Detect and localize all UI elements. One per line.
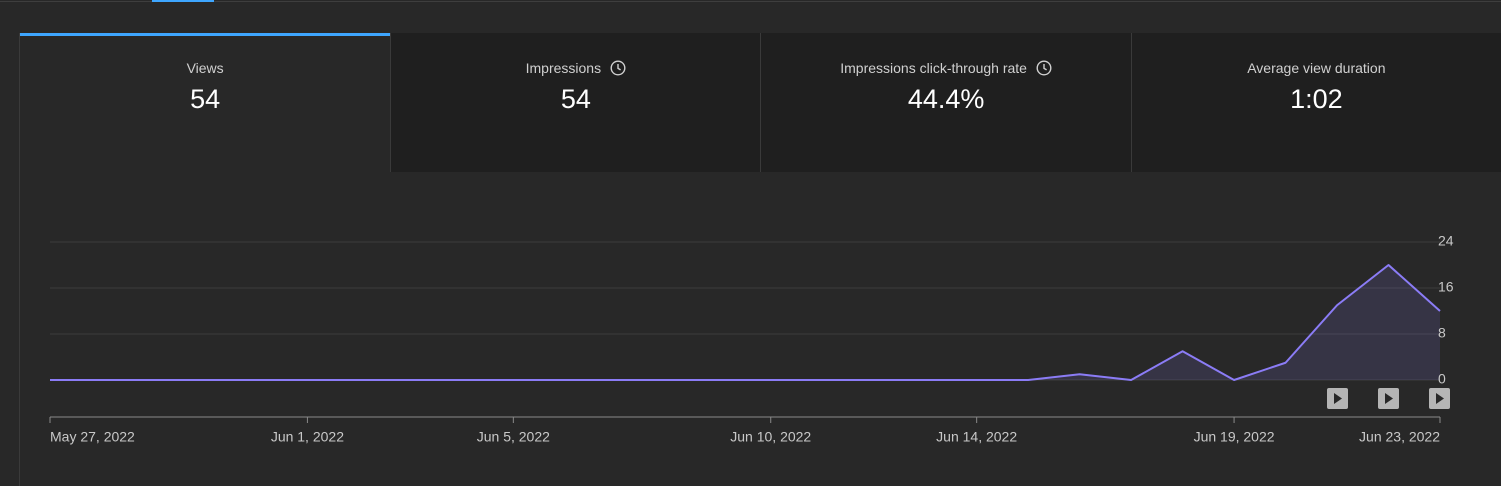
area <box>50 265 1440 380</box>
x-tick-label: Jun 1, 2022 <box>271 429 344 445</box>
video-marker[interactable] <box>1429 388 1450 409</box>
y-tick-label: 8 <box>1438 325 1446 341</box>
metric-value: 1:02 <box>1290 84 1343 114</box>
metric-card[interactable]: Average view duration 1:02 <box>1130 33 1501 172</box>
metric-value: 54 <box>560 84 591 114</box>
chart-panel <box>19 33 1501 486</box>
metric-label: Impressions <box>525 60 602 76</box>
line <box>50 264 1441 381</box>
y-tick-label: 24 <box>1438 233 1454 249</box>
metric-value: 44.4% <box>907 84 985 114</box>
video-marker[interactable] <box>1327 388 1348 409</box>
metric-value: 54 <box>190 84 221 114</box>
x-tick-label: Jun 5, 2022 <box>477 429 550 445</box>
x-tick-label: Jun 19, 2022 <box>1194 429 1275 445</box>
x-tick-label: Jun 14, 2022 <box>936 429 1017 445</box>
x-tick-label: Jun 10, 2022 <box>730 429 811 445</box>
clock-icon <box>610 60 626 76</box>
video-markers <box>1327 388 1450 409</box>
y-tick-label: 0 <box>1438 371 1446 387</box>
y-tick-label: 16 <box>1438 279 1454 295</box>
metric-label: Views <box>186 60 224 76</box>
tab-indicator <box>152 0 214 2</box>
x-tick-label: Jun 23, 2022 <box>1359 429 1440 445</box>
metric-cards: Views 54 Impressions 54 Impressions clic… <box>20 33 1501 172</box>
metric-label: Average view duration <box>1247 60 1386 76</box>
tab-divider <box>0 1 1501 2</box>
metric-card[interactable]: Impressions click-through rate 44.4% <box>760 33 1131 172</box>
video-marker[interactable] <box>1378 388 1399 409</box>
metric-card[interactable]: Impressions 54 <box>390 33 761 172</box>
clock-icon <box>1036 60 1052 76</box>
metric-card[interactable]: Views 54 <box>20 33 391 172</box>
metric-label: Impressions click-through rate <box>840 60 1027 76</box>
x-tick-label: May 27, 2022 <box>50 429 135 445</box>
